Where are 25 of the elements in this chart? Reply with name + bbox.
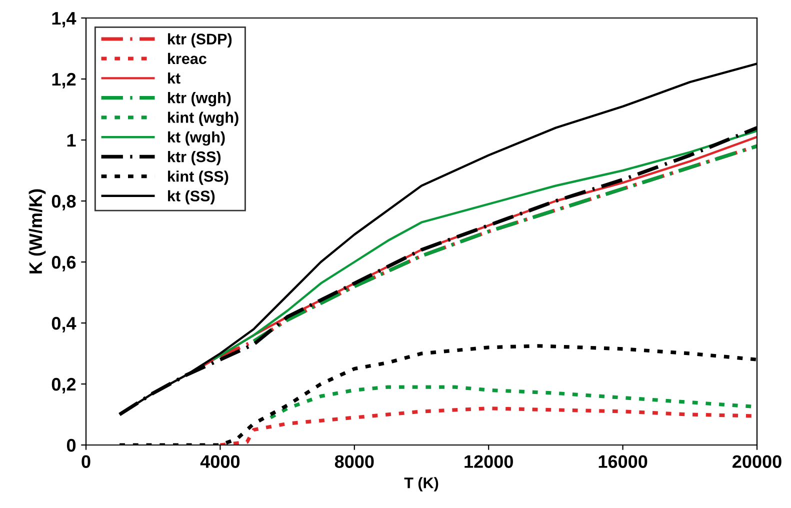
x-axis-title: T (K) [404, 477, 438, 492]
x-tick-label: 12000 [464, 455, 513, 468]
x-tick-label: 4000 [200, 455, 240, 468]
x-tick-label: 8000 [334, 455, 374, 468]
y-tick-label: 1,2 [52, 72, 76, 88]
legend-label: ktr (SS) [168, 151, 221, 166]
legend-label: kt [168, 72, 180, 84]
y-tick-label: 1,4 [52, 12, 76, 28]
y-tick-label: 0 [66, 438, 76, 452]
legend-label: kint (wgh) [168, 112, 238, 126]
x-tick-label: 16000 [598, 455, 648, 468]
y-axis-title: K (W/m/K) [28, 189, 46, 274]
x-tick-label: 0 [82, 455, 90, 468]
legend-label: ktr (SDP) [168, 33, 232, 48]
y-tick-label: 0,8 [52, 194, 76, 210]
y-tick-label: 0,4 [52, 316, 76, 332]
y-tick-label: 1 [67, 134, 76, 147]
y-tick-label: 0,6 [52, 256, 76, 272]
legend-label: ktr (wgh) [168, 92, 231, 106]
legend-label: kint (SS) [168, 170, 228, 185]
legend-label: kreac [168, 52, 206, 64]
y-tick-label: 0,2 [52, 378, 76, 394]
x-tick-label: 20000 [732, 455, 782, 468]
legend-label: kt (wgh) [168, 131, 225, 146]
legend-label: kt (SS) [168, 190, 215, 204]
